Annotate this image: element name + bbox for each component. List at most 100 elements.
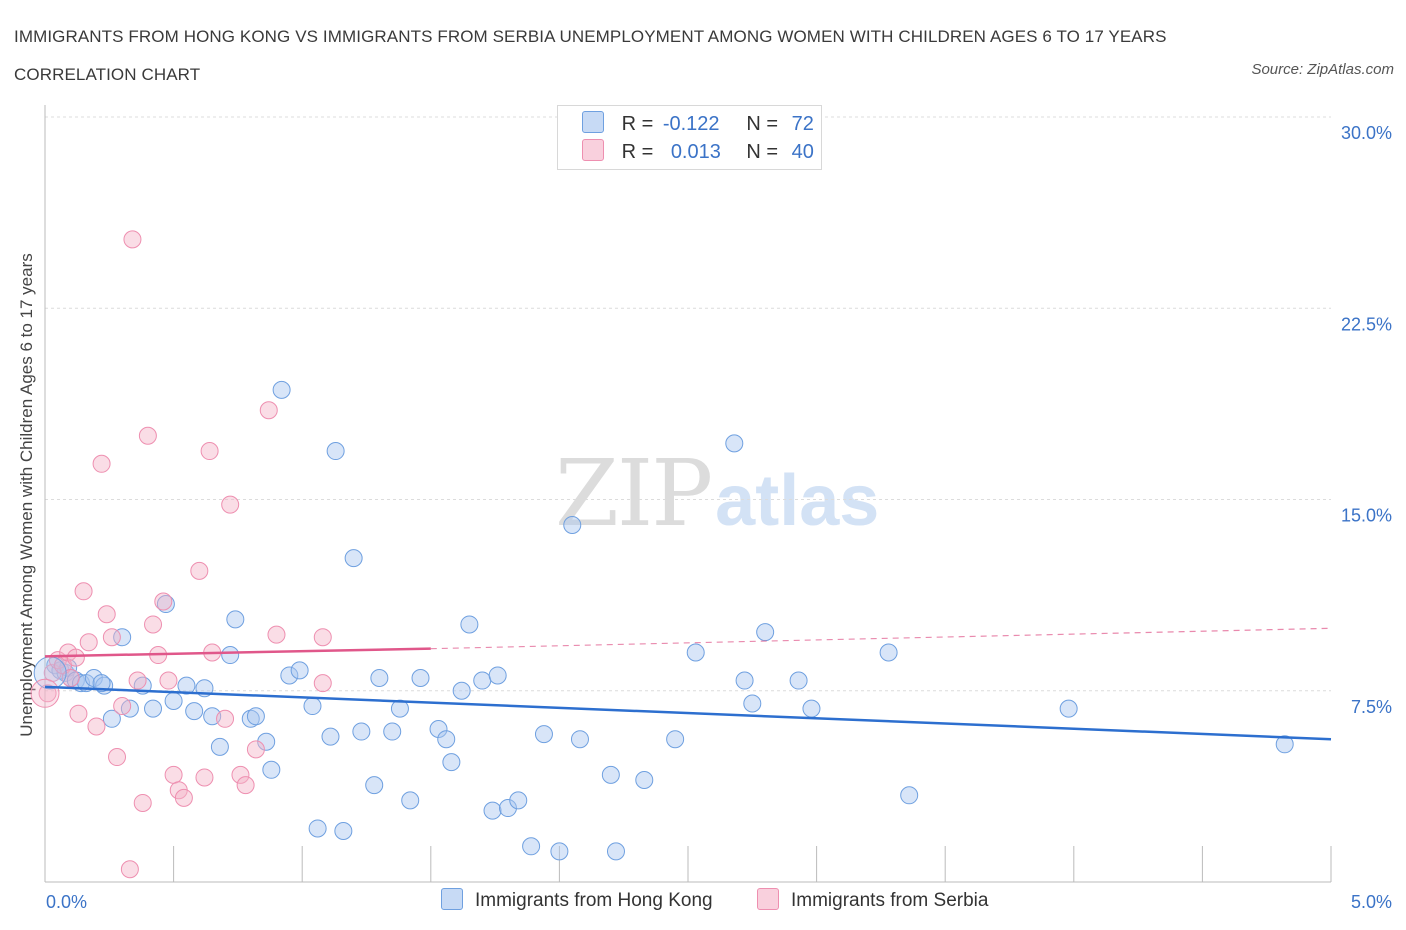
data-point-hong-kong xyxy=(185,702,204,721)
data-point-serbia xyxy=(164,765,183,784)
data-point-serbia xyxy=(102,628,121,647)
data-point-hong-kong xyxy=(144,699,163,718)
data-point-hong-kong xyxy=(509,791,528,810)
y-tick-label: 30.0% xyxy=(1341,123,1392,143)
data-point-serbia xyxy=(231,765,250,784)
trend-line-extension-serbia xyxy=(430,627,1332,650)
stats-swatch-hong-kong xyxy=(582,111,604,133)
watermark: ZIPatlas xyxy=(555,440,879,547)
data-point-hong-kong xyxy=(1275,735,1294,754)
data-point-serbia xyxy=(221,495,240,514)
y-tick-label: 7.5% xyxy=(1351,697,1392,717)
data-point-hong-kong xyxy=(601,765,620,784)
data-point-serbia xyxy=(87,717,106,736)
data-point-hong-kong xyxy=(686,643,705,662)
data-point-hong-kong xyxy=(606,842,625,861)
stats-r-label: R = xyxy=(621,141,654,163)
data-point-serbia xyxy=(123,230,142,249)
data-point-hong-kong xyxy=(743,694,762,713)
data-point-hong-kong xyxy=(246,707,265,726)
y-tick-label: 15.0% xyxy=(1341,506,1392,526)
data-point-hong-kong xyxy=(303,697,322,716)
data-point-serbia xyxy=(79,633,98,652)
data-point-hong-kong xyxy=(429,720,448,738)
data-point-serbia xyxy=(138,426,157,445)
stats-row-serbia: R = 0.013 N = 40 xyxy=(582,138,814,166)
data-point-serbia xyxy=(259,401,278,420)
data-point-hong-kong xyxy=(113,628,132,647)
legend-swatch-hong-kong xyxy=(441,888,463,910)
data-point-hong-kong xyxy=(290,661,309,680)
legend-swatch-serbia xyxy=(757,888,779,910)
data-point-hong-kong xyxy=(383,722,402,741)
data-point-hong-kong xyxy=(221,646,240,665)
data-point-hong-kong xyxy=(437,730,456,749)
data-point-serbia xyxy=(313,674,332,693)
data-point-serbia xyxy=(120,860,139,879)
data-point-hong-kong xyxy=(900,786,919,805)
data-point-serbia xyxy=(190,561,209,580)
data-point-hong-kong xyxy=(156,595,175,614)
data-point-hong-kong xyxy=(488,666,507,685)
data-point-serbia xyxy=(69,704,88,723)
data-point-hong-kong xyxy=(725,434,744,453)
x-tick-label: 5.0% xyxy=(1351,892,1392,912)
data-point-serbia xyxy=(174,788,193,807)
data-point-hong-kong xyxy=(321,727,340,746)
data-point-hong-kong xyxy=(365,776,384,795)
data-point-hong-kong xyxy=(789,671,808,690)
data-point-hong-kong xyxy=(92,674,111,693)
stats-r-value: -0.122 xyxy=(662,113,720,135)
stats-r-label: R = xyxy=(621,113,654,135)
data-point-hong-kong xyxy=(390,699,409,718)
stats-n-value: 72 xyxy=(791,113,814,135)
legend-item-serbia[interactable]: Immigrants from Serbia xyxy=(757,888,988,912)
data-point-hong-kong xyxy=(241,709,260,728)
data-point-hong-kong xyxy=(666,730,685,749)
watermark-zip: ZIP xyxy=(555,440,713,547)
data-point-hong-kong xyxy=(308,819,327,838)
data-point-hong-kong xyxy=(534,725,553,744)
data-point-serbia xyxy=(313,628,332,647)
data-point-serbia xyxy=(133,793,152,812)
data-point-serbia xyxy=(128,671,147,690)
data-point-serbia xyxy=(108,748,127,767)
stats-n-label: N = xyxy=(746,113,779,135)
data-point-hong-kong xyxy=(460,615,479,634)
data-point-hong-kong xyxy=(522,837,541,856)
stats-n-label: N = xyxy=(746,141,779,163)
data-point-hong-kong xyxy=(344,549,363,568)
data-point-hong-kong xyxy=(756,623,775,642)
trend-line-hong-kong xyxy=(44,685,1332,741)
data-point-hong-kong xyxy=(352,722,371,741)
stats-box: R = -0.122 N = 72 R = 0.013 N = 40 xyxy=(557,105,822,170)
source-credit: Source: ZipAtlas.com xyxy=(1251,61,1394,78)
data-point-serbia xyxy=(74,582,93,601)
stats-n-value: 40 xyxy=(791,141,814,163)
data-point-hong-kong xyxy=(326,442,345,461)
data-point-serbia xyxy=(236,776,255,795)
data-point-hong-kong xyxy=(635,771,654,789)
data-point-serbia xyxy=(113,697,132,716)
data-point-hong-kong xyxy=(879,643,898,662)
chart-title: IMMIGRANTS FROM HONG KONG VS IMMIGRANTS … xyxy=(14,27,1167,84)
data-point-serbia xyxy=(92,454,111,473)
data-point-hong-kong xyxy=(1059,699,1078,718)
data-point-hong-kong xyxy=(164,691,183,710)
data-point-hong-kong xyxy=(226,610,245,629)
data-point-hong-kong xyxy=(498,799,517,818)
data-point-hong-kong xyxy=(280,666,299,685)
data-point-serbia xyxy=(195,768,214,787)
data-point-hong-kong xyxy=(570,730,589,749)
data-point-hong-kong xyxy=(257,732,276,751)
data-point-hong-kong xyxy=(411,669,430,687)
data-point-hong-kong xyxy=(262,760,281,779)
data-point-hong-kong xyxy=(401,791,420,810)
data-point-serbia xyxy=(144,615,163,634)
stats-swatch-serbia xyxy=(582,139,604,161)
trend-line-serbia xyxy=(44,647,431,658)
data-point-serbia xyxy=(154,592,173,611)
data-point-serbia xyxy=(246,740,265,759)
legend-item-hong-kong[interactable]: Immigrants from Hong Kong xyxy=(441,888,713,912)
data-point-serbia xyxy=(267,625,286,644)
